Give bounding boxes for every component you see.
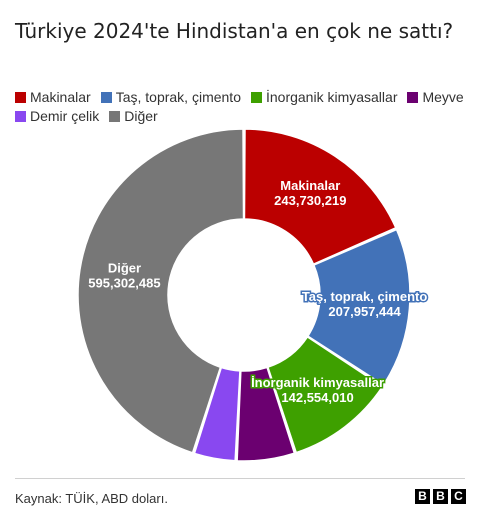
slice-value-label: 142,554,010 xyxy=(281,390,353,405)
legend-item-inorganik-kimyasallar: İnorganik kimyasallar xyxy=(250,89,398,105)
slice-label: Makinalar xyxy=(280,178,340,193)
bbc-logo-block: C xyxy=(451,489,466,504)
bbc-logo-block: B xyxy=(433,489,448,504)
footer-divider xyxy=(15,478,465,479)
slice-value-label: 243,730,219 xyxy=(274,193,346,208)
donut-slice xyxy=(236,366,296,462)
donut-slice xyxy=(243,128,397,266)
legend-item-makinalar: Makinalar xyxy=(15,89,91,105)
chart-title: Türkiye 2024'te Hindistan'a en çok ne sa… xyxy=(15,19,454,43)
slice-value-label: 207,957,444 xyxy=(328,304,401,319)
bbc-logo: B B C xyxy=(415,489,466,504)
legend-item-meyve: Meyve xyxy=(407,89,464,105)
source-note: Kaynak: TÜİK, ABD doları. xyxy=(15,491,168,506)
legend-swatch xyxy=(15,110,26,122)
legend-label: Demir çelik xyxy=(30,108,100,124)
legend-item-tas-toprak-cimento: Taş, toprak, çimento xyxy=(100,89,241,105)
slice-label: Diğer xyxy=(108,260,141,275)
donut-slice xyxy=(77,128,245,454)
legend-swatch xyxy=(250,91,262,103)
legend-swatch xyxy=(407,91,419,103)
legend-label: Meyve xyxy=(422,89,464,105)
slice-label: Taş, toprak, çimento xyxy=(302,289,428,304)
legend-label: Makinalar xyxy=(30,89,91,105)
legend-label: Diğer xyxy=(124,108,158,124)
bbc-logo-block: B xyxy=(415,489,430,504)
donut-slice xyxy=(266,335,384,454)
legend-label: İnorganik kimyasallar xyxy=(265,89,398,105)
legend-swatch xyxy=(100,91,112,103)
legend-item-diger: Diğer xyxy=(109,108,158,124)
legend-label: Taş, toprak, çimento xyxy=(115,89,241,105)
legend-swatch xyxy=(15,91,26,103)
slice-value-label: 595,302,485 xyxy=(88,275,160,290)
slice-label: İnorganik kimyasallar xyxy=(251,375,384,390)
donut-slice xyxy=(306,228,411,386)
legend-item-demir-celik: Demir çelik xyxy=(15,108,99,124)
legend-swatch xyxy=(109,110,121,122)
chart-legend: Makinalar Taş, toprak, çimento İnorganik… xyxy=(15,89,470,124)
donut-slice xyxy=(193,366,241,462)
